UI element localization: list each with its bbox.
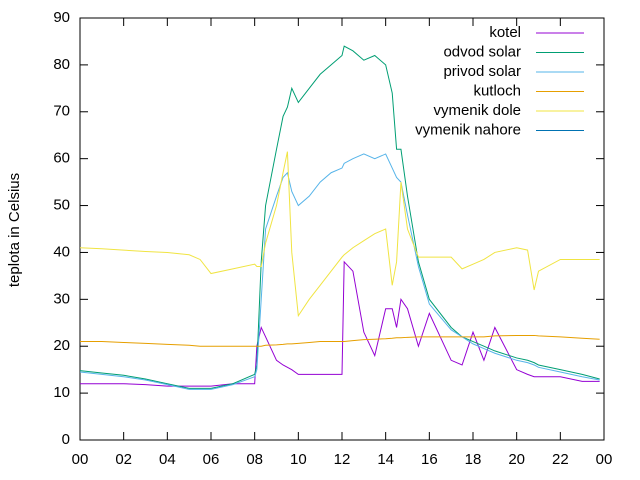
legend-label: kutloch xyxy=(473,82,521,99)
series-line xyxy=(79,153,600,390)
x-tick-label: 00 xyxy=(596,451,613,468)
y-tick-label: 50 xyxy=(53,197,70,214)
x-tick-label: 20 xyxy=(508,451,525,468)
x-tick-label: 14 xyxy=(377,451,394,468)
y-tick-label: 30 xyxy=(53,290,70,307)
y-tick-label: 60 xyxy=(53,150,70,167)
y-tick-label: 80 xyxy=(53,56,70,73)
x-tick-label: 16 xyxy=(421,451,438,468)
y-tick-label: 0 xyxy=(62,431,70,448)
y-tick-label: 90 xyxy=(53,9,70,26)
y-tick-label: 10 xyxy=(53,384,70,401)
x-tick-label: 02 xyxy=(115,451,132,468)
series-line xyxy=(79,45,600,389)
x-tick-label: 22 xyxy=(552,451,569,468)
y-tick-label: 40 xyxy=(53,243,70,260)
legend-label: privod solar xyxy=(443,63,521,80)
series-line xyxy=(79,151,600,318)
x-tick-label: 00 xyxy=(72,451,89,468)
legend-label: vymenik dole xyxy=(433,102,521,119)
y-tick-label: 70 xyxy=(53,103,70,120)
legend-label: kotel xyxy=(489,24,521,41)
legend-label: odvod solar xyxy=(443,43,521,60)
series-line xyxy=(80,334,600,347)
x-tick-label: 10 xyxy=(290,451,307,468)
x-tick-label: 18 xyxy=(465,451,482,468)
x-tick-label: 06 xyxy=(203,451,220,468)
x-tick-label: 08 xyxy=(246,451,263,468)
x-tick-label: 12 xyxy=(334,451,351,468)
legend-label: vymenik nahore xyxy=(415,121,521,138)
series-line xyxy=(80,260,600,387)
plot-frame xyxy=(79,17,605,441)
x-tick-label: 04 xyxy=(159,451,176,468)
y-tick-label: 20 xyxy=(53,337,70,354)
y-axis-label: teplota in Celsius xyxy=(6,173,23,287)
